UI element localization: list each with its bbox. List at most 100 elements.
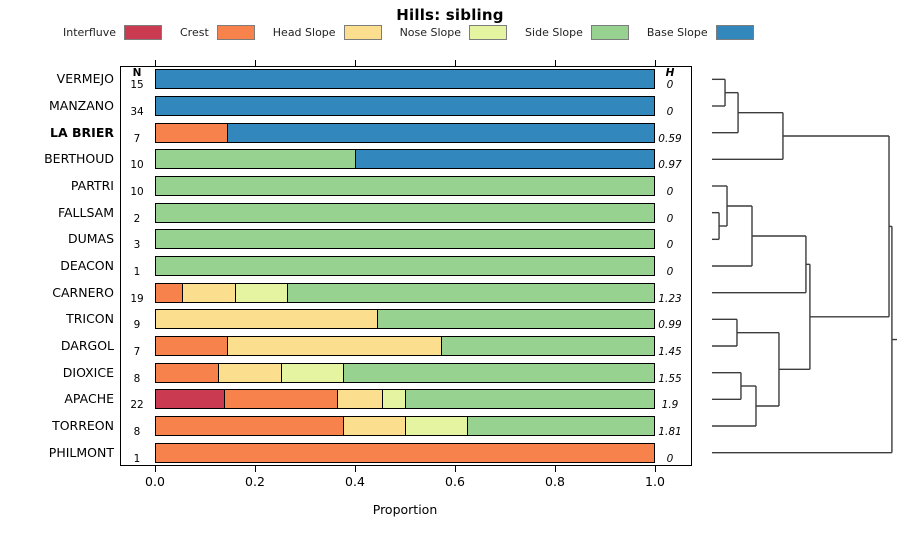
n-column-header: N (132, 66, 142, 79)
bar-segment-base_slope (227, 123, 654, 142)
bar-segment-crest (156, 363, 219, 382)
x-axis-top-tick (155, 60, 157, 66)
bar-segment-side_slope (156, 150, 356, 169)
row-label-dargol: DARGOL (60, 338, 114, 353)
bar-segment-crest (156, 417, 343, 435)
x-axis-tick-label: 1.0 (645, 474, 665, 489)
row-label-manzano: MANZANO (49, 98, 114, 113)
n-value: 15 (130, 79, 144, 92)
legend-item-head_slope: Head Slope (273, 25, 382, 40)
row-label-la-brier: LA BRIER (50, 124, 114, 140)
bar-segment-interfluve (156, 390, 224, 409)
bar-segment-head_slope (227, 337, 441, 355)
legend-label: Base Slope (646, 26, 708, 39)
x-axis-tick-label: 0.4 (345, 474, 365, 489)
legend-label: Head Slope (272, 26, 336, 39)
legend-swatch-interfluve (124, 25, 162, 40)
bar-segment-crest (156, 283, 183, 302)
x-axis-tick-label: 0.8 (545, 474, 565, 489)
h-value: 1.23 (658, 292, 682, 305)
x-axis-title: Proportion (372, 502, 438, 517)
x-axis-top-tick (655, 60, 657, 66)
bar-segment-nose_slope (382, 390, 405, 409)
bar-segment-head_slope (156, 310, 378, 329)
bar-deacon (155, 256, 655, 276)
bar-segment-crest (156, 123, 228, 142)
h-value: 1.9 (661, 399, 679, 412)
row-label-dumas: DUMAS (67, 231, 114, 247)
bar-segment-nose_slope (234, 283, 287, 302)
bar-segment-side_slope (156, 230, 654, 249)
row-label-carnero: CARNERO (52, 284, 114, 300)
n-value: 9 (133, 319, 141, 332)
bar-segment-base_slope (156, 70, 654, 89)
x-axis-tick (455, 466, 457, 472)
h-value: 0 (666, 79, 674, 92)
row-label-fallsam: FALLSAM (57, 204, 114, 220)
x-axis-tick (255, 466, 257, 472)
n-value: 1 (133, 452, 141, 465)
h-value: 0 (666, 266, 674, 278)
bar-carnero (155, 282, 655, 303)
bar-segment-side_slope (467, 417, 654, 435)
x-axis-tick-label: 0.6 (445, 474, 465, 489)
x-axis-tick (555, 466, 557, 472)
h-value: 0.59 (658, 132, 682, 145)
bar-segment-side_slope (156, 257, 654, 275)
x-axis-tick (155, 466, 157, 472)
h-value: 1.55 (658, 372, 682, 385)
bar-dargol (155, 336, 655, 356)
row-label-dioxice: DIOXICE (62, 364, 114, 380)
n-value: 3 (133, 239, 141, 252)
legend-swatch-side_slope (590, 25, 629, 40)
row-label-apache: APACHE (64, 391, 114, 407)
x-axis-top-tick (255, 60, 257, 66)
legend-swatch-nose_slope (469, 25, 508, 40)
row-label-torreon: TORREON (52, 418, 114, 433)
legend-item-crest: Crest (180, 25, 255, 40)
legend-label: Nose Slope (399, 26, 462, 39)
x-axis-top-tick (455, 60, 457, 66)
x-axis-tick (355, 466, 357, 472)
h-value: 1.81 (658, 426, 682, 438)
bar-segment-side_slope (156, 203, 654, 222)
h-value: 0 (666, 239, 674, 252)
bar-philmont (155, 442, 655, 463)
bar-segment-side_slope (286, 283, 654, 302)
bar-segment-side_slope (342, 363, 654, 382)
bar-segment-base_slope (156, 97, 654, 115)
legend-swatch-base_slope (715, 25, 754, 40)
bar-berthoud (155, 149, 655, 170)
bar-vermejo (155, 69, 655, 90)
bar-segment-head_slope (336, 390, 383, 409)
h-column-header: H (665, 66, 675, 79)
x-axis-tick-label: 0.0 (145, 474, 165, 489)
legend-item-base_slope: Base Slope (647, 25, 754, 40)
legend: Interfluve Crest Head Slope Nose Slope Side … (63, 25, 754, 40)
h-value: 0 (666, 452, 674, 465)
bar-manzano (155, 96, 655, 116)
legend-item-interfluve: Interfluve (63, 25, 162, 40)
bar-dioxice (155, 362, 655, 383)
h-value: 0.99 (658, 319, 682, 332)
x-axis-tick (655, 466, 657, 472)
bar-segment-base_slope (355, 150, 654, 169)
bar-segment-nose_slope (280, 363, 343, 382)
n-value: 8 (133, 426, 141, 438)
row-label-vermejo: VERMEJO (56, 71, 114, 87)
bar-apache (155, 389, 655, 410)
row-label-partri: PARTRI (70, 178, 114, 193)
row-label-tricon: TRICON (66, 311, 114, 327)
n-value: 7 (133, 346, 141, 358)
h-value: 0.97 (658, 159, 682, 172)
h-value: 0 (666, 212, 674, 225)
bar-segment-head_slope (182, 283, 235, 302)
legend-swatch-crest (216, 25, 255, 40)
h-value: 1.45 (658, 346, 682, 358)
legend-item-side_slope: Side Slope (525, 25, 629, 40)
legend-label: Side Slope (525, 26, 583, 39)
bar-segment-side_slope (440, 337, 654, 355)
bar-segment-nose_slope (405, 417, 468, 435)
bar-torreon (155, 416, 655, 436)
